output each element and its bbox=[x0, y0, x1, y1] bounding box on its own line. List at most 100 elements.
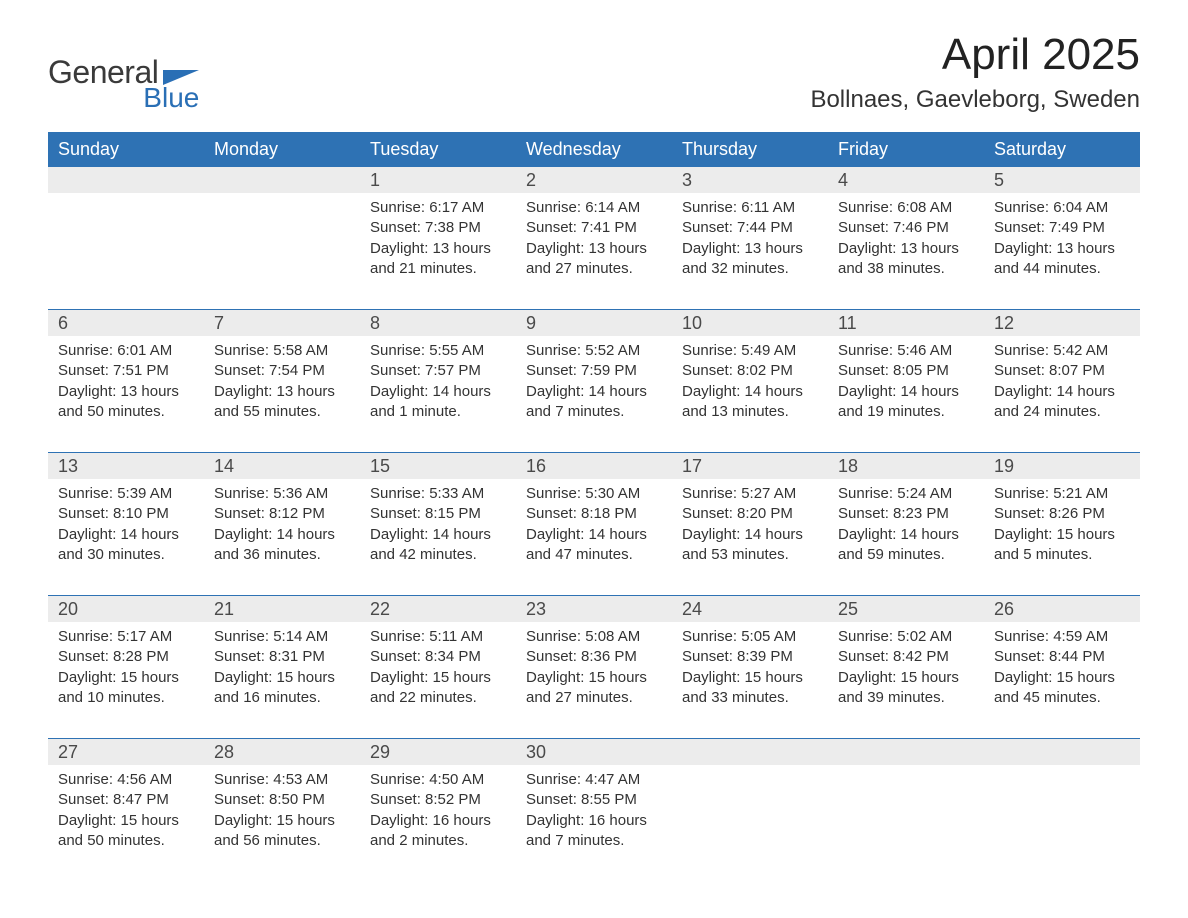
sunrise-text: Sunrise: 5:49 AM bbox=[682, 341, 818, 361]
sunrise-text: Sunrise: 5:11 AM bbox=[370, 627, 506, 647]
sunset-text: Sunset: 8:50 PM bbox=[214, 790, 350, 810]
day-number-cell: 21 bbox=[204, 596, 360, 622]
sunset-text: Sunset: 7:59 PM bbox=[526, 361, 662, 381]
daylight-text: Daylight: 13 hours and 44 minutes. bbox=[994, 239, 1130, 280]
day-detail-cell: Sunrise: 5:02 AMSunset: 8:42 PMDaylight:… bbox=[828, 622, 984, 739]
logo-text-2: Blue bbox=[143, 84, 199, 112]
title-block: April 2025 Bollnaes, Gaevleborg, Sweden bbox=[810, 30, 1140, 114]
calendar-table: Sunday Monday Tuesday Wednesday Thursday… bbox=[48, 132, 1140, 877]
logo-text-1: General bbox=[48, 56, 158, 88]
day-detail-cell: Sunrise: 4:50 AMSunset: 8:52 PMDaylight:… bbox=[360, 765, 516, 877]
daylight-text: Daylight: 13 hours and 21 minutes. bbox=[370, 239, 506, 280]
sunset-text: Sunset: 8:47 PM bbox=[58, 790, 194, 810]
day-detail-cell: Sunrise: 5:46 AMSunset: 8:05 PMDaylight:… bbox=[828, 336, 984, 453]
day-detail-cell: Sunrise: 5:49 AMSunset: 8:02 PMDaylight:… bbox=[672, 336, 828, 453]
sunset-text: Sunset: 7:46 PM bbox=[838, 218, 974, 238]
day-detail-cell bbox=[828, 765, 984, 877]
sunset-text: Sunset: 8:42 PM bbox=[838, 647, 974, 667]
sunrise-text: Sunrise: 5:08 AM bbox=[526, 627, 662, 647]
sunset-text: Sunset: 7:44 PM bbox=[682, 218, 818, 238]
day-number-cell: 14 bbox=[204, 453, 360, 479]
sunrise-text: Sunrise: 5:39 AM bbox=[58, 484, 194, 504]
sunset-text: Sunset: 7:38 PM bbox=[370, 218, 506, 238]
day-number-cell: 22 bbox=[360, 596, 516, 622]
sunrise-text: Sunrise: 6:11 AM bbox=[682, 198, 818, 218]
day-detail-cell: Sunrise: 4:47 AMSunset: 8:55 PMDaylight:… bbox=[516, 765, 672, 877]
daylight-text: Daylight: 15 hours and 39 minutes. bbox=[838, 668, 974, 709]
sunset-text: Sunset: 8:12 PM bbox=[214, 504, 350, 524]
daylight-text: Daylight: 14 hours and 7 minutes. bbox=[526, 382, 662, 423]
day-detail-cell: Sunrise: 6:14 AMSunset: 7:41 PMDaylight:… bbox=[516, 193, 672, 310]
sunset-text: Sunset: 7:54 PM bbox=[214, 361, 350, 381]
day-number-cell bbox=[672, 739, 828, 765]
daylight-text: Daylight: 14 hours and 19 minutes. bbox=[838, 382, 974, 423]
day-number-row: 27282930 bbox=[48, 739, 1140, 765]
day-details-row: Sunrise: 4:56 AMSunset: 8:47 PMDaylight:… bbox=[48, 765, 1140, 877]
sunset-text: Sunset: 8:15 PM bbox=[370, 504, 506, 524]
daylight-text: Daylight: 15 hours and 22 minutes. bbox=[370, 668, 506, 709]
sunrise-text: Sunrise: 5:46 AM bbox=[838, 341, 974, 361]
daylight-text: Daylight: 15 hours and 45 minutes. bbox=[994, 668, 1130, 709]
daylight-text: Daylight: 15 hours and 16 minutes. bbox=[214, 668, 350, 709]
daylight-text: Daylight: 14 hours and 47 minutes. bbox=[526, 525, 662, 566]
day-number-cell bbox=[828, 739, 984, 765]
sunrise-text: Sunrise: 6:08 AM bbox=[838, 198, 974, 218]
day-number-cell: 9 bbox=[516, 310, 672, 336]
day-detail-cell bbox=[672, 765, 828, 877]
sunset-text: Sunset: 8:39 PM bbox=[682, 647, 818, 667]
day-detail-cell bbox=[984, 765, 1140, 877]
sunrise-text: Sunrise: 5:21 AM bbox=[994, 484, 1130, 504]
day-details-row: Sunrise: 5:17 AMSunset: 8:28 PMDaylight:… bbox=[48, 622, 1140, 739]
daylight-text: Daylight: 15 hours and 50 minutes. bbox=[58, 811, 194, 852]
day-detail-cell: Sunrise: 6:11 AMSunset: 7:44 PMDaylight:… bbox=[672, 193, 828, 310]
day-header: Saturday bbox=[984, 132, 1140, 167]
day-number-cell: 26 bbox=[984, 596, 1140, 622]
day-detail-cell bbox=[204, 193, 360, 310]
sunrise-text: Sunrise: 4:59 AM bbox=[994, 627, 1130, 647]
day-number-cell: 16 bbox=[516, 453, 672, 479]
day-number-cell: 25 bbox=[828, 596, 984, 622]
day-details-row: Sunrise: 5:39 AMSunset: 8:10 PMDaylight:… bbox=[48, 479, 1140, 596]
day-header: Thursday bbox=[672, 132, 828, 167]
day-number-cell: 12 bbox=[984, 310, 1140, 336]
day-number-cell: 15 bbox=[360, 453, 516, 479]
day-detail-cell: Sunrise: 6:17 AMSunset: 7:38 PMDaylight:… bbox=[360, 193, 516, 310]
day-number-cell: 28 bbox=[204, 739, 360, 765]
sunrise-text: Sunrise: 5:14 AM bbox=[214, 627, 350, 647]
day-number-cell bbox=[48, 167, 204, 193]
month-title: April 2025 bbox=[810, 30, 1140, 80]
day-number-cell: 20 bbox=[48, 596, 204, 622]
day-detail-cell: Sunrise: 5:24 AMSunset: 8:23 PMDaylight:… bbox=[828, 479, 984, 596]
sunrise-text: Sunrise: 5:05 AM bbox=[682, 627, 818, 647]
sunset-text: Sunset: 7:51 PM bbox=[58, 361, 194, 381]
daylight-text: Daylight: 14 hours and 13 minutes. bbox=[682, 382, 818, 423]
daylight-text: Daylight: 13 hours and 50 minutes. bbox=[58, 382, 194, 423]
daylight-text: Daylight: 16 hours and 2 minutes. bbox=[370, 811, 506, 852]
sunset-text: Sunset: 8:07 PM bbox=[994, 361, 1130, 381]
day-header: Tuesday bbox=[360, 132, 516, 167]
day-number-cell: 6 bbox=[48, 310, 204, 336]
day-number-cell: 1 bbox=[360, 167, 516, 193]
day-detail-cell: Sunrise: 4:56 AMSunset: 8:47 PMDaylight:… bbox=[48, 765, 204, 877]
day-number-cell: 7 bbox=[204, 310, 360, 336]
day-detail-cell: Sunrise: 5:05 AMSunset: 8:39 PMDaylight:… bbox=[672, 622, 828, 739]
logo: General Blue bbox=[48, 30, 199, 112]
day-detail-cell: Sunrise: 4:53 AMSunset: 8:50 PMDaylight:… bbox=[204, 765, 360, 877]
daylight-text: Daylight: 15 hours and 5 minutes. bbox=[994, 525, 1130, 566]
sunrise-text: Sunrise: 5:33 AM bbox=[370, 484, 506, 504]
day-detail-cell: Sunrise: 5:33 AMSunset: 8:15 PMDaylight:… bbox=[360, 479, 516, 596]
sunset-text: Sunset: 8:10 PM bbox=[58, 504, 194, 524]
daylight-text: Daylight: 14 hours and 1 minute. bbox=[370, 382, 506, 423]
daylight-text: Daylight: 14 hours and 24 minutes. bbox=[994, 382, 1130, 423]
location-subtitle: Bollnaes, Gaevleborg, Sweden bbox=[810, 86, 1140, 114]
day-header: Sunday bbox=[48, 132, 204, 167]
daylight-text: Daylight: 14 hours and 36 minutes. bbox=[214, 525, 350, 566]
day-header-row: Sunday Monday Tuesday Wednesday Thursday… bbox=[48, 132, 1140, 167]
daylight-text: Daylight: 15 hours and 10 minutes. bbox=[58, 668, 194, 709]
day-number-cell: 10 bbox=[672, 310, 828, 336]
sunset-text: Sunset: 7:57 PM bbox=[370, 361, 506, 381]
sunrise-text: Sunrise: 5:42 AM bbox=[994, 341, 1130, 361]
daylight-text: Daylight: 14 hours and 30 minutes. bbox=[58, 525, 194, 566]
sunrise-text: Sunrise: 5:02 AM bbox=[838, 627, 974, 647]
daylight-text: Daylight: 15 hours and 27 minutes. bbox=[526, 668, 662, 709]
